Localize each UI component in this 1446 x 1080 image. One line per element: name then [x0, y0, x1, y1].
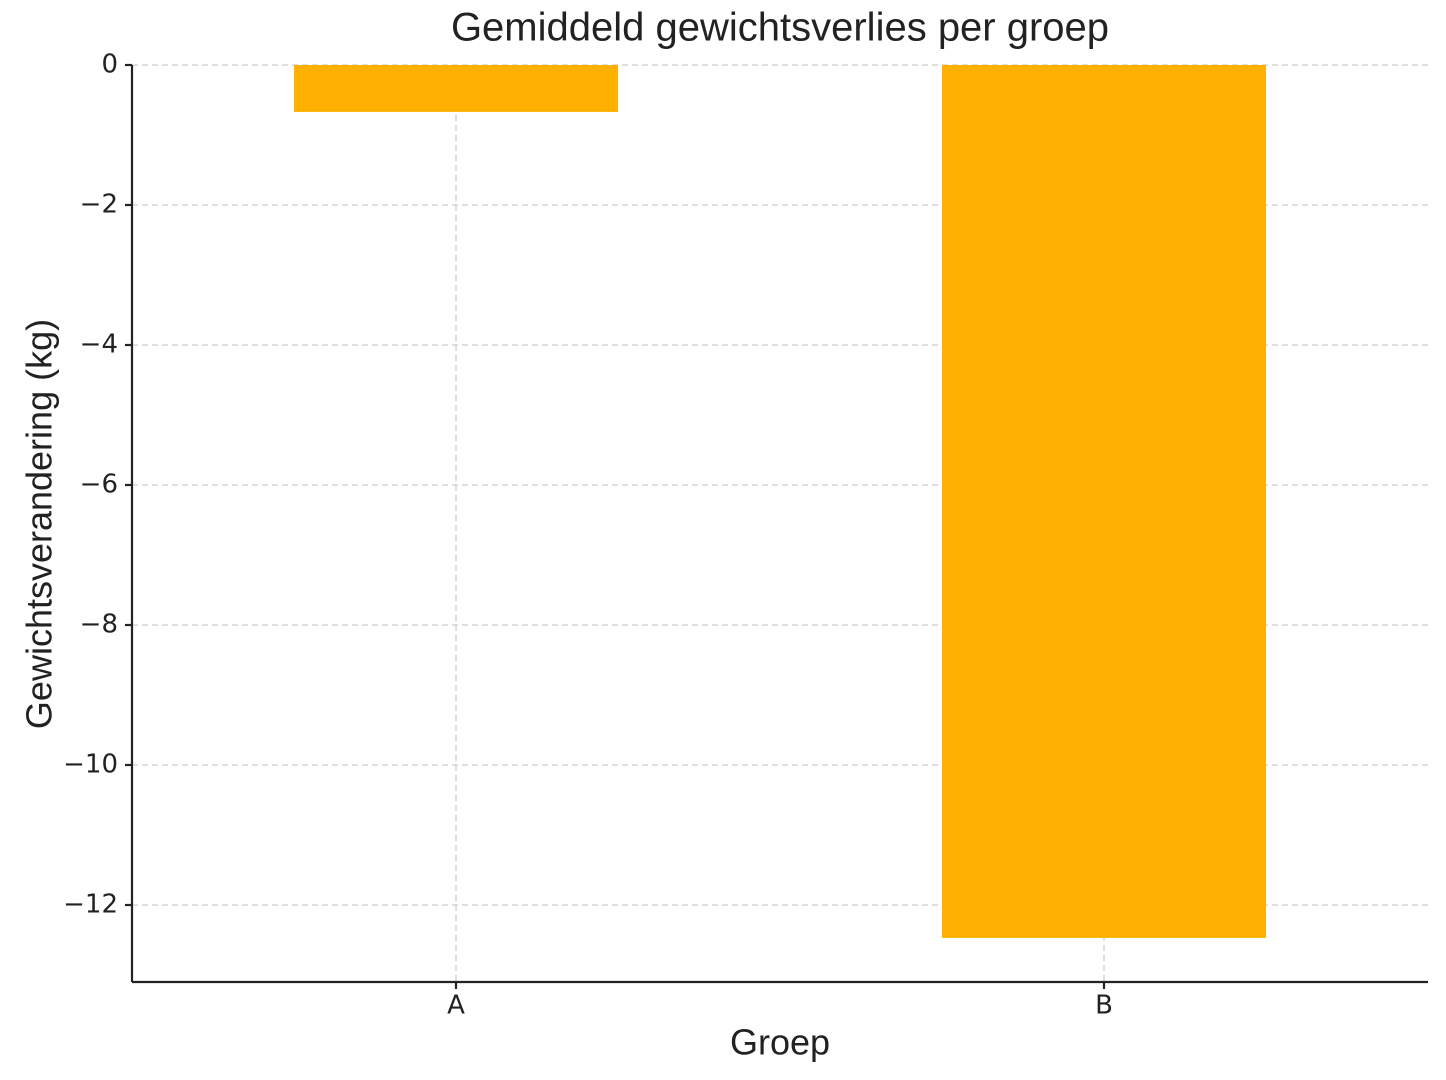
- y-tick-label: −2: [80, 190, 118, 220]
- x-tick-label: A: [447, 991, 465, 1021]
- chart-title: Gemiddeld gewichtsverlies per groep: [451, 6, 1109, 50]
- x-axis-label: Groep: [730, 1022, 830, 1063]
- y-axis-label: Gewichtsverandering (kg): [19, 319, 60, 729]
- y-tick-label: −10: [63, 750, 118, 780]
- x-tick-label: B: [1095, 991, 1113, 1021]
- y-tick-label: −12: [63, 890, 118, 920]
- y-tick-label: −8: [80, 610, 118, 640]
- y-tick-label: −6: [80, 470, 118, 500]
- y-tick-label: −4: [80, 330, 118, 360]
- bar: [294, 65, 618, 112]
- y-tick-label: 0: [101, 50, 118, 80]
- bar: [942, 65, 1266, 938]
